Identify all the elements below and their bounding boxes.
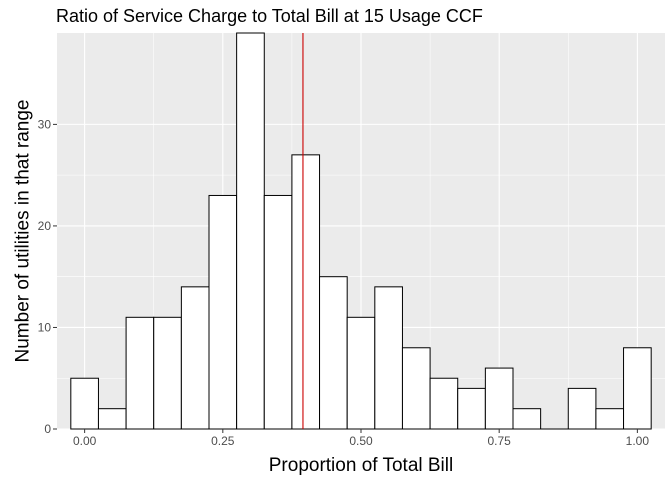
- x-axis: 0.00 0.25 0.50 0.75 1.00: [73, 429, 649, 448]
- x-tick-label: 0.25: [211, 434, 235, 448]
- histogram-bar: [595, 408, 625, 430]
- histogram-bar: [484, 367, 514, 430]
- y-tick-label: 20: [38, 219, 52, 233]
- histogram-bar: [291, 154, 321, 430]
- histogram-bar: [567, 387, 597, 430]
- histogram-bar: [623, 347, 652, 430]
- histogram-bars: [70, 32, 652, 430]
- x-tick-label: 0.00: [73, 434, 97, 448]
- histogram-bar: [208, 194, 238, 430]
- x-tick-label: 1.00: [626, 434, 650, 448]
- histogram-bar: [374, 286, 403, 430]
- histogram-bar: [429, 377, 459, 430]
- x-tick-label: 0.75: [488, 434, 512, 448]
- y-axis: 0 10 20 30: [38, 117, 57, 436]
- y-tick-label: 10: [38, 320, 52, 334]
- y-tick-label: 0: [44, 422, 51, 436]
- histogram-bar: [236, 32, 265, 430]
- histogram-bar: [125, 316, 155, 430]
- histogram-bar: [319, 276, 348, 430]
- histogram-bar: [263, 194, 293, 430]
- histogram-bar: [512, 408, 542, 430]
- histogram-bar: [457, 387, 486, 430]
- histogram-bar: [97, 408, 127, 430]
- histogram-bar: [153, 316, 182, 430]
- histogram-bar: [346, 316, 376, 430]
- chart-title: Ratio of Service Charge to Total Bill at…: [56, 6, 483, 26]
- y-tick-label: 30: [38, 117, 52, 131]
- x-axis-title: Proportion of Total Bill: [269, 455, 453, 476]
- histogram-bar: [401, 347, 431, 430]
- x-tick-label: 0.50: [349, 434, 373, 448]
- histogram-bar: [70, 377, 99, 430]
- histogram-bar: [180, 286, 210, 430]
- y-axis-title: Number of utilities in that range: [13, 100, 34, 363]
